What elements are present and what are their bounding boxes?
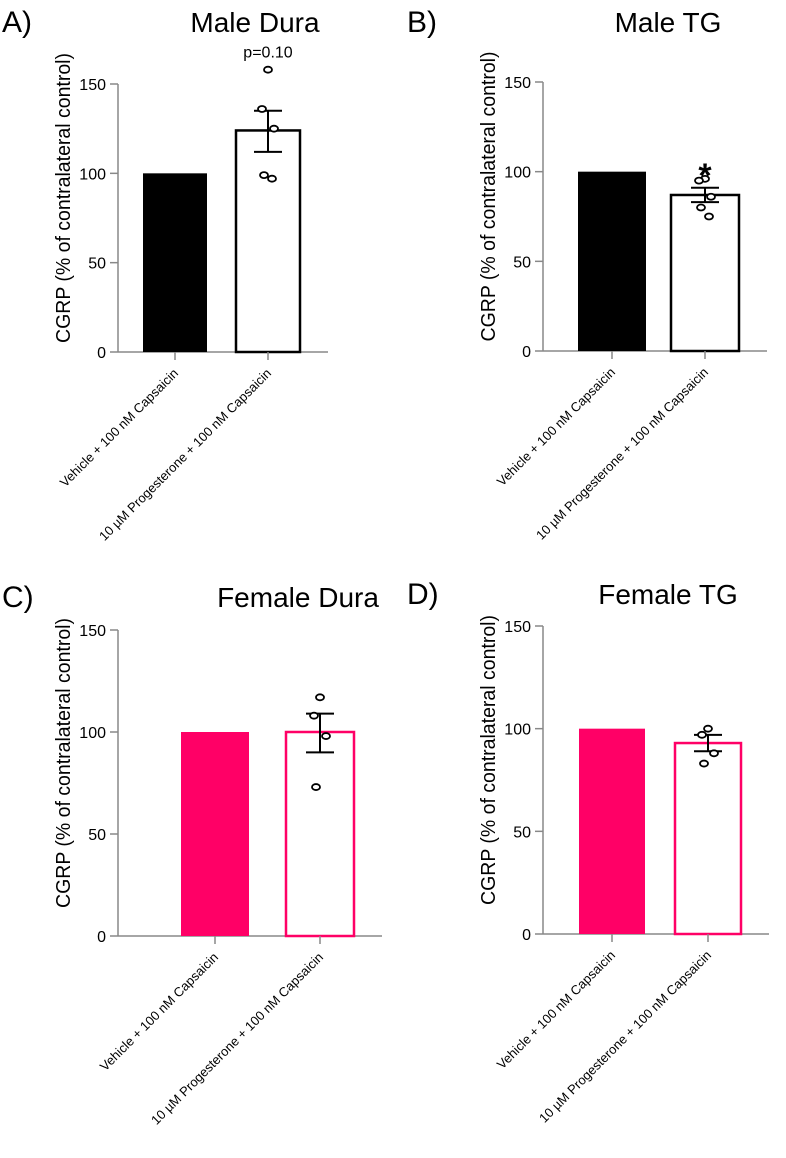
y-tick-label: 0: [97, 929, 106, 946]
data-point: [699, 759, 709, 768]
significance-annotation: p=0.10: [243, 45, 292, 62]
y-tick-label: 150: [79, 623, 106, 640]
data-point: [694, 176, 704, 185]
chart-panel-3: C) Female Dura CGRP (% of contralateral co…: [2, 581, 382, 1128]
y-tick-label: 50: [88, 256, 106, 273]
y-tick-label: 100: [79, 725, 106, 742]
y-tick-label: 100: [79, 166, 106, 183]
data-point: [269, 124, 279, 133]
data-point: [315, 693, 325, 702]
bar-1: [578, 171, 646, 351]
y-tick-label: 50: [513, 824, 531, 841]
bar-1: [579, 728, 645, 934]
y-tick-label: 0: [522, 344, 531, 361]
data-point: [259, 171, 269, 180]
panel-label: B): [407, 6, 437, 39]
x-tick-label: 10 µM Progesterone + 100 nM Capsaicin: [533, 365, 711, 543]
panel-label: C): [2, 581, 34, 614]
bar-2: [234, 129, 302, 354]
y-tick-label: 0: [522, 927, 531, 944]
x-tick-label: 10 µM Progesterone + 100 nM Capsaicin: [148, 950, 326, 1128]
significance-annotation: *: [698, 157, 712, 195]
data-point: [697, 730, 707, 739]
chart-title: Female Dura: [217, 582, 379, 613]
data-point: [309, 711, 319, 720]
y-tick-label: 100: [504, 165, 531, 182]
x-tick-label: 10 µM Progesterone + 100 nM Capsaicin: [536, 948, 714, 1126]
data-point: [696, 203, 706, 212]
y-tick-label: 150: [79, 77, 106, 94]
data-point: [706, 192, 716, 201]
y-tick-label: 50: [88, 827, 106, 844]
bar-2: [669, 193, 741, 353]
x-tick-label: Vehicle + 100 nM Capsaicin: [97, 950, 221, 1074]
data-point: [267, 174, 277, 183]
bar-1: [143, 173, 207, 352]
y-tick-label: 150: [504, 619, 531, 636]
y-tick-label: 0: [97, 345, 106, 362]
y-tick-label: 100: [504, 722, 531, 739]
y-axis-label: CGRP (% of contralateral control): [53, 618, 75, 908]
bar-2: [673, 741, 743, 936]
data-point: [321, 732, 331, 740]
chart-title: Male Dura: [190, 7, 320, 38]
panel-label: D): [407, 578, 439, 611]
data-point: [703, 724, 713, 733]
data-point: [257, 105, 267, 113]
chart-panel-4: D) Female TG CGRP (% of contralateral cont…: [407, 578, 769, 1126]
chart-panel-2: B) Male TG CGRP (% of contralateral contro…: [407, 6, 767, 543]
chart-title: Female TG: [598, 579, 738, 610]
chart-panel-1: A) Male Dura CGRP (% of contralateral cont…: [2, 6, 328, 544]
y-axis-label: CGRP (% of contralateral control): [478, 615, 500, 905]
chart-title: Male TG: [615, 7, 722, 38]
data-point: [704, 212, 714, 221]
bar-2: [284, 730, 356, 938]
y-axis-label: CGRP (% of contralateral control): [53, 53, 75, 343]
bar-1: [181, 732, 249, 936]
data-point: [709, 749, 719, 758]
x-tick-label: 10 µM Progesterone + 100 nM Capsaicin: [96, 366, 274, 544]
panel-label: A): [2, 6, 32, 39]
data-point: [263, 65, 273, 74]
y-axis-label: CGRP (% of contralateral control): [478, 52, 500, 342]
y-tick-label: 50: [513, 254, 531, 271]
y-tick-label: 150: [504, 75, 531, 92]
data-point: [311, 783, 321, 791]
